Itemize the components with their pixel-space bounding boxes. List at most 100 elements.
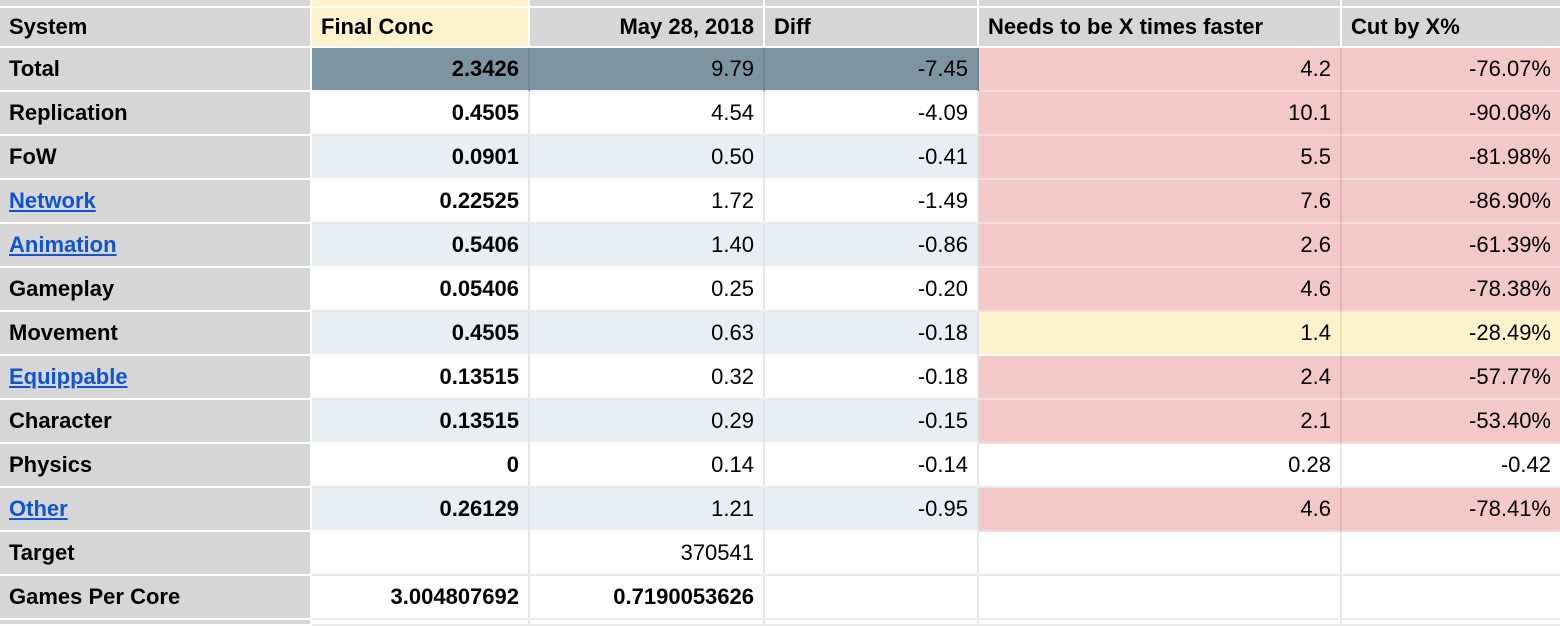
- cell-needs-faster[interactable]: 7.6: [979, 180, 1342, 224]
- cell-cut-by-pct[interactable]: -57.77%: [1342, 356, 1560, 400]
- cell-cut-by-pct[interactable]: -78.38%: [1342, 268, 1560, 312]
- cell-final-conc[interactable]: 0.13515: [312, 356, 530, 400]
- link-animation[interactable]: Animation: [9, 232, 117, 257]
- cell-final-conc[interactable]: 0.4505: [312, 92, 530, 136]
- cell-system[interactable]: Physics: [0, 444, 312, 488]
- cell-needs-faster[interactable]: 10.1: [979, 92, 1342, 136]
- cell-system: Other: [0, 488, 312, 532]
- cropped-cell: [979, 620, 1342, 626]
- cell-needs-faster[interactable]: 4.6: [979, 268, 1342, 312]
- cell-system[interactable]: Gameplay: [0, 268, 312, 312]
- cell-final-conc[interactable]: 0.0901: [312, 136, 530, 180]
- cell-final-conc[interactable]: 0.13515: [312, 400, 530, 444]
- header-cut-by-pct[interactable]: Cut by X%: [1342, 8, 1560, 48]
- link-network[interactable]: Network: [9, 188, 96, 213]
- header-needs-faster[interactable]: Needs to be X times faster: [979, 8, 1342, 48]
- cell-final-conc[interactable]: [312, 532, 530, 576]
- cell-system[interactable]: Replication: [0, 92, 312, 136]
- cell-final-conc[interactable]: 2.3426: [312, 48, 530, 92]
- header-date[interactable]: May 28, 2018: [530, 8, 765, 48]
- cell-date[interactable]: 0.32: [530, 356, 765, 400]
- cell-date[interactable]: 1.40: [530, 224, 765, 268]
- cell-cut-by-pct[interactable]: -0.42: [1342, 444, 1560, 488]
- row-character: Character 0.13515 0.29 -0.15 2.1 -53.40%: [0, 400, 1560, 444]
- cell-diff[interactable]: [765, 576, 979, 620]
- cell-date[interactable]: 0.63: [530, 312, 765, 356]
- cell-diff[interactable]: -4.09: [765, 92, 979, 136]
- cell-cut-by-pct[interactable]: [1342, 576, 1560, 620]
- cell-diff[interactable]: -0.86: [765, 224, 979, 268]
- cropped-cell: [1342, 620, 1560, 626]
- cell-needs-faster[interactable]: [979, 532, 1342, 576]
- cell-date[interactable]: 0.25: [530, 268, 765, 312]
- cell-needs-faster[interactable]: 5.5: [979, 136, 1342, 180]
- cell-cut-by-pct[interactable]: -76.07%: [1342, 48, 1560, 92]
- cell-system[interactable]: FoW: [0, 136, 312, 180]
- cell-needs-faster[interactable]: 2.1: [979, 400, 1342, 444]
- cell-final-conc[interactable]: 0.5406: [312, 224, 530, 268]
- cell-cut-by-pct[interactable]: -81.98%: [1342, 136, 1560, 180]
- cell-system[interactable]: Character: [0, 400, 312, 444]
- cell-diff[interactable]: [765, 532, 979, 576]
- cell-cut-by-pct[interactable]: -86.90%: [1342, 180, 1560, 224]
- row-fow: FoW 0.0901 0.50 -0.41 5.5 -81.98%: [0, 136, 1560, 180]
- cell-date[interactable]: 0.50: [530, 136, 765, 180]
- cell-date[interactable]: 1.21: [530, 488, 765, 532]
- row-other: Other 0.26129 1.21 -0.95 4.6 -78.41%: [0, 488, 1560, 532]
- cell-cut-by-pct[interactable]: [1342, 532, 1560, 576]
- cell-diff[interactable]: -0.18: [765, 312, 979, 356]
- cell-final-conc[interactable]: 0.4505: [312, 312, 530, 356]
- cell-needs-faster[interactable]: 0.28: [979, 444, 1342, 488]
- cell-date[interactable]: 4.54: [530, 92, 765, 136]
- cell-system[interactable]: Movement: [0, 312, 312, 356]
- cropped-cell: [765, 620, 979, 626]
- cell-diff[interactable]: -1.49: [765, 180, 979, 224]
- cell-cut-by-pct[interactable]: -78.41%: [1342, 488, 1560, 532]
- cell-final-conc[interactable]: 3.004807692: [312, 576, 530, 620]
- cell-date[interactable]: 0.14: [530, 444, 765, 488]
- row-movement: Movement 0.4505 0.63 -0.18 1.4 -28.49%: [0, 312, 1560, 356]
- cell-date[interactable]: 370541: [530, 532, 765, 576]
- cell-needs-faster[interactable]: 4.2: [979, 48, 1342, 92]
- header-row: System Final Conc May 28, 2018 Diff Need…: [0, 8, 1560, 48]
- cell-system[interactable]: Target: [0, 532, 312, 576]
- cell-final-conc[interactable]: 0: [312, 444, 530, 488]
- header-diff[interactable]: Diff: [765, 8, 979, 48]
- cell-diff[interactable]: -0.95: [765, 488, 979, 532]
- cell-diff[interactable]: -7.45: [765, 48, 979, 92]
- cell-system[interactable]: Total: [0, 48, 312, 92]
- cell-needs-faster[interactable]: [979, 576, 1342, 620]
- cell-cut-by-pct[interactable]: -28.49%: [1342, 312, 1560, 356]
- link-equippable[interactable]: Equippable: [9, 364, 128, 389]
- cell-final-conc[interactable]: 0.22525: [312, 180, 530, 224]
- link-other[interactable]: Other: [9, 496, 68, 521]
- cell-needs-faster[interactable]: 4.6: [979, 488, 1342, 532]
- cell-needs-faster[interactable]: 2.4: [979, 356, 1342, 400]
- cropped-cell: [312, 620, 530, 626]
- cell-needs-faster[interactable]: 2.6: [979, 224, 1342, 268]
- cell-system: Network: [0, 180, 312, 224]
- cell-cut-by-pct[interactable]: -53.40%: [1342, 400, 1560, 444]
- row-network: Network 0.22525 1.72 -1.49 7.6 -86.90%: [0, 180, 1560, 224]
- cropped-row-below: [0, 620, 1560, 626]
- cropped-cell: [979, 0, 1342, 8]
- cell-diff[interactable]: -0.14: [765, 444, 979, 488]
- row-animation: Animation 0.5406 1.40 -0.86 2.6 -61.39%: [0, 224, 1560, 268]
- cell-date[interactable]: 9.79: [530, 48, 765, 92]
- header-final-conc[interactable]: Final Conc: [312, 8, 530, 48]
- cell-diff[interactable]: -0.18: [765, 356, 979, 400]
- cell-diff[interactable]: -0.41: [765, 136, 979, 180]
- cell-date[interactable]: 0.7190053626: [530, 576, 765, 620]
- cropped-cell: [530, 620, 765, 626]
- cell-cut-by-pct[interactable]: -90.08%: [1342, 92, 1560, 136]
- cell-system[interactable]: Games Per Core: [0, 576, 312, 620]
- cell-final-conc[interactable]: 0.05406: [312, 268, 530, 312]
- cell-cut-by-pct[interactable]: -61.39%: [1342, 224, 1560, 268]
- cell-diff[interactable]: -0.20: [765, 268, 979, 312]
- cell-diff[interactable]: -0.15: [765, 400, 979, 444]
- cell-date[interactable]: 1.72: [530, 180, 765, 224]
- header-system[interactable]: System: [0, 8, 312, 48]
- cell-final-conc[interactable]: 0.26129: [312, 488, 530, 532]
- cell-date[interactable]: 0.29: [530, 400, 765, 444]
- cell-needs-faster[interactable]: 1.4: [979, 312, 1342, 356]
